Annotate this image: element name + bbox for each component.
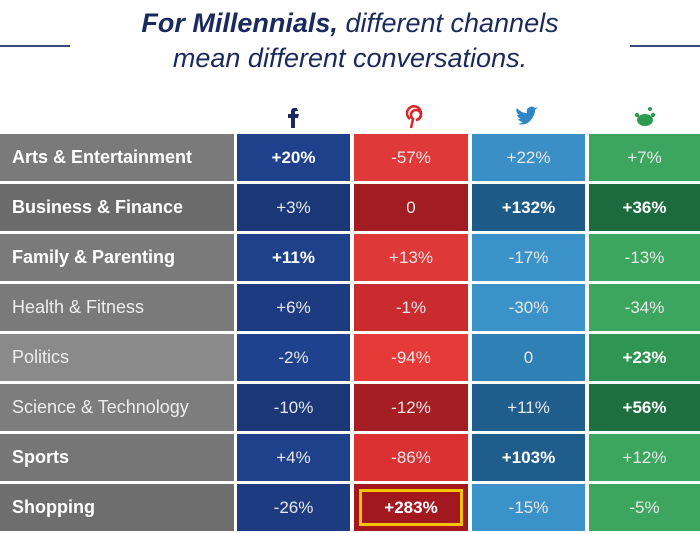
- table-cell: +103%: [472, 434, 585, 481]
- table-cell: +13%: [354, 234, 468, 281]
- title-line: For Millennials, different channels: [0, 8, 700, 39]
- row-label: Arts & Entertainment: [0, 134, 234, 181]
- table-cell: -12%: [354, 384, 468, 431]
- table-cell: +11%: [237, 234, 350, 281]
- title-bold: For Millennials,: [141, 8, 338, 38]
- table-cell: -34%: [589, 284, 700, 331]
- table-cell: -94%: [354, 334, 468, 381]
- table-cell: 0: [472, 334, 585, 381]
- table-cell: -86%: [354, 434, 468, 481]
- table-cell: +20%: [237, 134, 350, 181]
- pinterest-icon: [405, 105, 423, 129]
- rule: [630, 45, 700, 47]
- row-label: Sports: [0, 434, 234, 481]
- table-cell: -1%: [354, 284, 468, 331]
- table-cell: -15%: [472, 484, 585, 531]
- table-cell: -57%: [354, 134, 468, 181]
- table-cell: +283%: [354, 484, 468, 531]
- twitter-icon: [516, 106, 538, 125]
- icons: [288, 105, 656, 129]
- row-label: Shopping: [0, 484, 234, 531]
- table-cell: -26%: [237, 484, 350, 531]
- table-cell: -10%: [237, 384, 350, 431]
- table-cell: -5%: [589, 484, 700, 531]
- row-label: Health & Fitness: [0, 284, 234, 331]
- table-cell: -17%: [472, 234, 585, 281]
- table-cell: +12%: [589, 434, 700, 481]
- table-cell: -2%: [237, 334, 350, 381]
- table-cell: +11%: [472, 384, 585, 431]
- rule: [0, 45, 70, 47]
- row-label: Business & Finance: [0, 184, 234, 231]
- facebook-icon: [288, 108, 299, 128]
- table-cell: +36%: [589, 184, 700, 231]
- table-cell: -30%: [472, 284, 585, 331]
- title-line: mean different conversations.: [172, 43, 528, 73]
- table-cell: +132%: [472, 184, 585, 231]
- table-cell: +6%: [237, 284, 350, 331]
- title-text: different channels: [345, 8, 559, 38]
- row-label: Politics: [0, 334, 234, 381]
- table-cell: +3%: [237, 184, 350, 231]
- row-label: Science & Technology: [0, 384, 234, 431]
- table-cell: 0: [354, 184, 468, 231]
- table-cell: +23%: [589, 334, 700, 381]
- reddit-icon: [634, 107, 656, 126]
- row-label: Family & Parenting: [0, 234, 234, 281]
- table-cell: +4%: [237, 434, 350, 481]
- table-cell: -13%: [589, 234, 700, 281]
- table-cell: +56%: [589, 384, 700, 431]
- table-cell: +7%: [589, 134, 700, 181]
- table-cell: +22%: [472, 134, 585, 181]
